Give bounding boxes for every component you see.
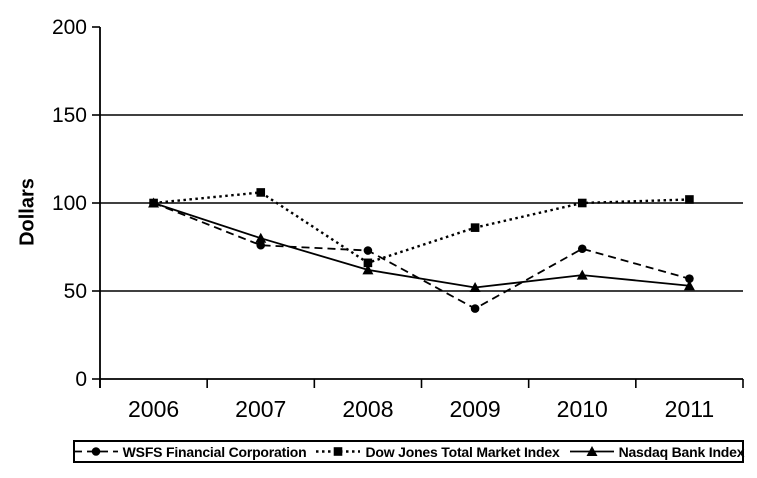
x-tick-label: 2011 bbox=[665, 396, 714, 422]
data-point-marker-square bbox=[470, 223, 480, 232]
data-point-marker-triangle bbox=[576, 269, 588, 280]
data-point-marker-circle bbox=[256, 240, 266, 250]
data-point-marker-triangle bbox=[586, 446, 598, 456]
data-point-marker-circle bbox=[577, 244, 587, 254]
data-point-marker-circle bbox=[91, 447, 100, 456]
y-tick-label: 150 bbox=[52, 104, 87, 127]
y-tick-label: 100 bbox=[52, 192, 87, 215]
x-tick-label: 2006 bbox=[128, 396, 179, 422]
series-line-circle bbox=[153, 202, 690, 310]
chart-legend: WSFS Financial Corporation Dow Jones Tota… bbox=[73, 440, 745, 463]
data-point-marker-square bbox=[363, 258, 373, 268]
data-point-marker-triangle bbox=[255, 232, 267, 243]
legend-item-2: Dow Jones Total Market Index bbox=[315, 443, 560, 460]
legend-line-sample-triangle bbox=[569, 446, 614, 456]
y-tick-label: 50 bbox=[64, 280, 87, 303]
data-point-marker-circle bbox=[685, 274, 694, 283]
legend-item-3: Nasdaq Bank Index bbox=[569, 444, 745, 460]
data-point-marker-circle bbox=[363, 246, 373, 255]
data-point-marker-triangle bbox=[148, 197, 160, 208]
data-point-marker-square bbox=[256, 188, 266, 197]
data-point-marker-circle bbox=[470, 304, 480, 313]
legend-item-label: Nasdaq Bank Index bbox=[618, 443, 745, 460]
legend-item-label: Dow Jones Total Market Index bbox=[365, 443, 560, 460]
data-point-marker-square bbox=[334, 447, 343, 456]
series-line-triangle bbox=[153, 202, 690, 289]
data-point-marker-square bbox=[685, 195, 694, 204]
data-point-marker-triangle bbox=[362, 264, 374, 275]
data-point-marker-square bbox=[577, 198, 587, 208]
legend-item-label: WSFS Financial Corporation bbox=[122, 443, 307, 460]
x-tick-label: 2007 bbox=[235, 396, 286, 422]
x-tick-label: 2008 bbox=[342, 396, 393, 422]
legend-line-sample-circle bbox=[73, 447, 118, 456]
y-tick-label: 0 bbox=[75, 368, 87, 391]
data-point-marker-triangle bbox=[683, 280, 695, 291]
legend-line-sample-square bbox=[316, 447, 361, 456]
data-point-marker-triangle bbox=[469, 281, 481, 292]
x-tick-label: 2010 bbox=[557, 396, 608, 422]
y-tick-label: 200 bbox=[52, 16, 87, 39]
x-tick-label: 2009 bbox=[449, 396, 500, 422]
legend-item-1: WSFS Financial Corporation bbox=[73, 444, 307, 460]
